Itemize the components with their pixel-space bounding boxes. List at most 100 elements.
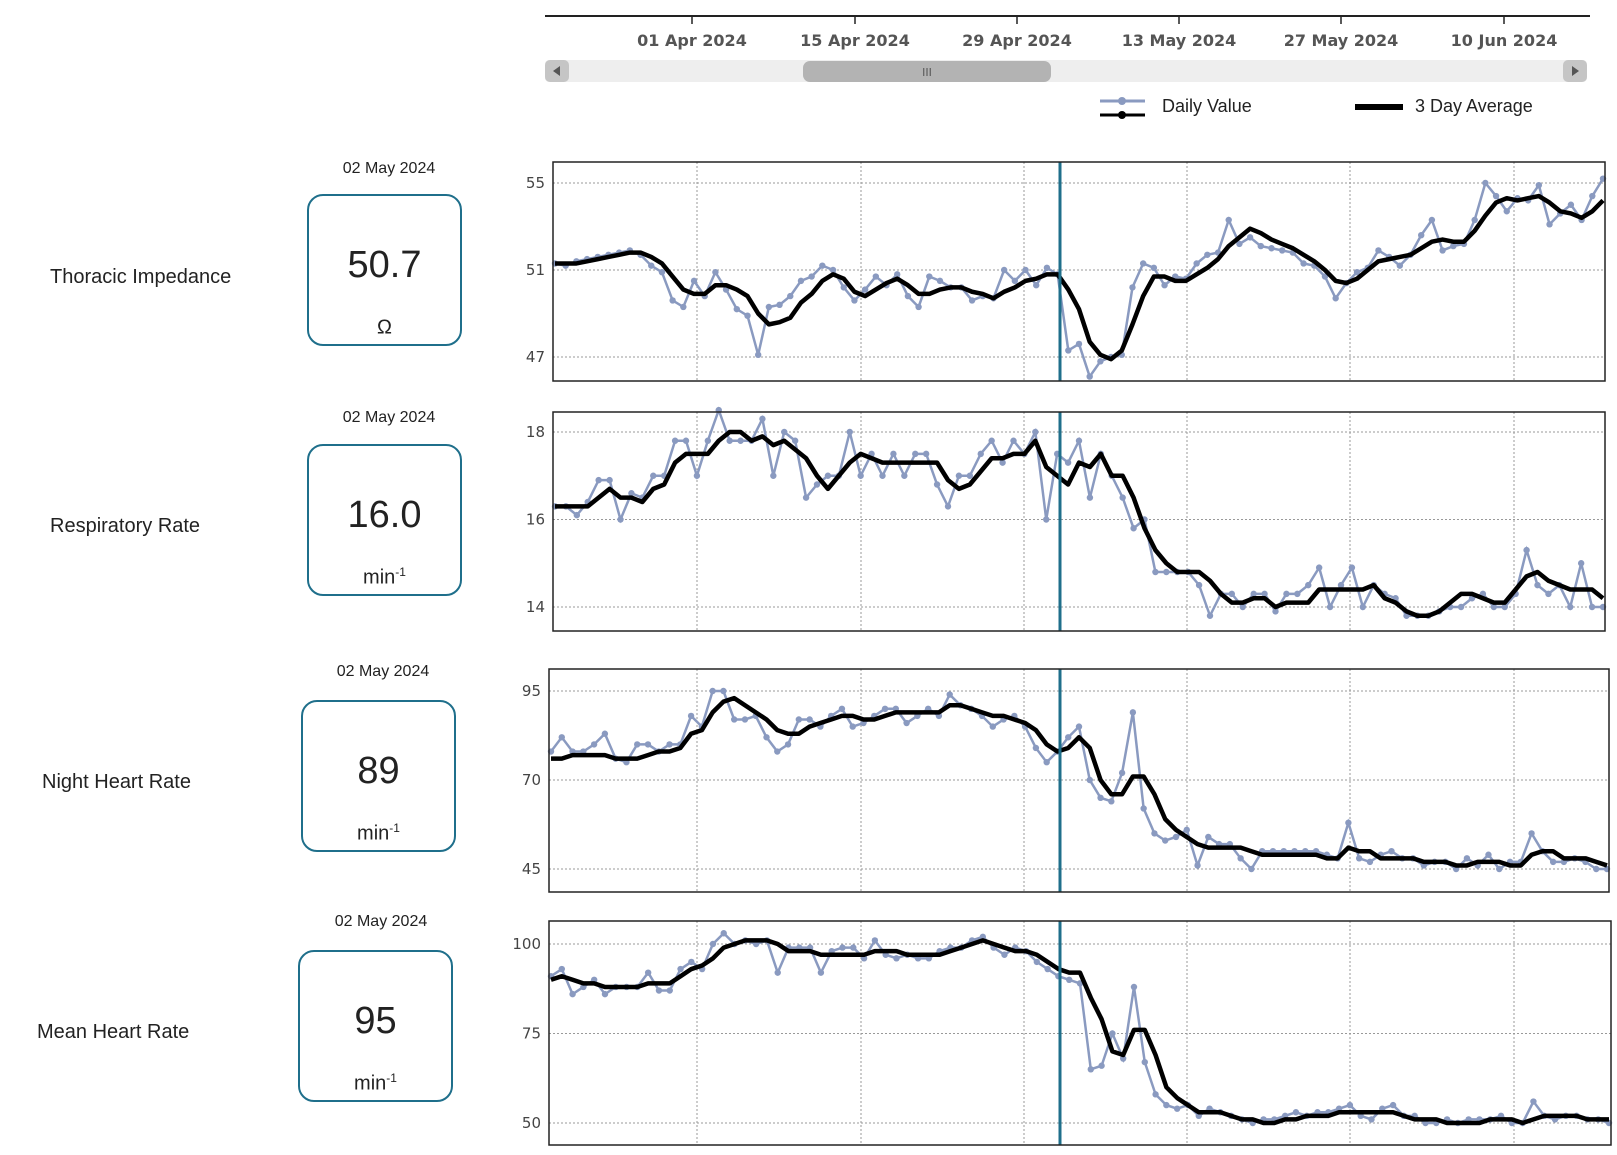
- daily-value-point: [1353, 268, 1361, 276]
- legend-daily-marker: [1118, 97, 1126, 105]
- metric-label: Respiratory Rate: [50, 515, 201, 537]
- daily-value-point: [558, 965, 565, 973]
- three-day-average-line: [550, 938, 1609, 1126]
- y-tick-label: 45: [522, 860, 541, 878]
- daily-value-point: [671, 437, 679, 444]
- daily-value-point: [690, 277, 698, 285]
- daily-value-point: [1043, 264, 1051, 272]
- legend-avg[interactable]: 3 Day Average: [1355, 96, 1533, 116]
- daily-value-point: [1098, 1062, 1105, 1069]
- scroll-thumb[interactable]: [803, 61, 1051, 82]
- daily-value-point: [693, 472, 701, 479]
- daily-value-point: [617, 516, 624, 523]
- daily-value-point: [1044, 965, 1051, 973]
- daily-value-point: [741, 716, 749, 723]
- daily-value-point: [894, 271, 901, 278]
- three-day-average-line: [551, 695, 1608, 868]
- metric-value-card: 16.0 min-1: [307, 444, 462, 596]
- chart-panel: 14 16 18: [526, 406, 1607, 632]
- metric-date: 02 May 2024: [334, 913, 428, 930]
- y-tick-label: 14: [526, 598, 545, 616]
- daily-value-point: [850, 944, 857, 951]
- daily-value-point: [1065, 347, 1072, 354]
- y-tick-label: 75: [522, 1025, 541, 1043]
- daily-value-point: [1152, 568, 1159, 576]
- daily-value-point: [1204, 251, 1211, 258]
- daily-value-point: [988, 437, 995, 444]
- daily-value-point: [1268, 245, 1275, 252]
- daily-value-point: [1129, 284, 1136, 291]
- daily-value-point: [979, 933, 987, 941]
- daily-value-point: [808, 273, 815, 280]
- daily-value-point: [704, 437, 712, 444]
- chart-panel: 45 70 95: [522, 668, 1611, 893]
- daily-value-point: [648, 262, 655, 269]
- daily-value-point: [879, 472, 886, 479]
- y-tick-label: 47: [526, 348, 545, 366]
- chart-frame: [552, 411, 1606, 632]
- daily-value-point: [1321, 273, 1329, 280]
- daily-value-point: [1450, 242, 1457, 250]
- daily-value-point: [813, 481, 821, 488]
- daily-value-point: [720, 687, 727, 695]
- daily-value-point: [903, 719, 910, 727]
- metric-label: Thoracic Impedance: [50, 266, 232, 288]
- daily-value-point: [989, 723, 996, 730]
- daily-value-point: [1359, 603, 1367, 611]
- daily-value-point: [669, 297, 676, 304]
- daily-value-point: [1523, 546, 1530, 554]
- metric-value-card: 89 min-1: [301, 700, 456, 852]
- legend-daily[interactable]: Daily Value: [1100, 96, 1252, 119]
- daily-value-point: [1097, 794, 1104, 801]
- daily-value-point: [977, 450, 984, 458]
- daily-value-point: [573, 511, 581, 519]
- daily-value-point: [1292, 1109, 1300, 1116]
- chart-panel: 47 51 55: [526, 161, 1607, 382]
- daily-value-point: [1194, 862, 1201, 869]
- daily-value-point: [1173, 1105, 1181, 1112]
- daily-value-point: [606, 476, 613, 484]
- daily-value-point: [1032, 428, 1039, 436]
- metric-label: Mean Heart Rate: [37, 1021, 190, 1043]
- daily-value-point: [1567, 201, 1575, 208]
- navigator-tick-label: 15 Apr 2024: [800, 31, 910, 50]
- daily-value-point: [1130, 983, 1138, 991]
- daily-value-point: [784, 741, 792, 748]
- y-tick-label: 70: [522, 771, 541, 789]
- daily-value-point: [1428, 216, 1436, 224]
- daily-value-point: [759, 415, 766, 423]
- y-tick-label: 51: [526, 261, 545, 279]
- date-navigator[interactable]: 01 Apr 2024 15 Apr 2024 29 Apr 2024 13 May …: [0, 0, 1617, 125]
- daily-value-point: [1418, 232, 1425, 239]
- y-tick-label: 95: [522, 682, 541, 700]
- daily-value-point: [1337, 581, 1345, 589]
- metric-value: 50.7: [347, 244, 422, 286]
- legend-daily-label: Daily Value: [1162, 96, 1252, 116]
- daily-value-point: [1010, 437, 1017, 444]
- daily-value-point: [915, 303, 922, 311]
- daily-value-point: [1032, 744, 1040, 752]
- daily-value-point: [1075, 340, 1083, 348]
- daily-value-point: [558, 734, 565, 741]
- daily-value-point: [1261, 590, 1268, 598]
- daily-value-point: [601, 990, 609, 998]
- chart-frame: [552, 161, 1606, 382]
- daily-value-point: [999, 459, 1006, 466]
- daily-value-point: [1108, 798, 1115, 805]
- daily-value-point: [1355, 855, 1363, 862]
- daily-value-point: [733, 305, 740, 313]
- daily-value-point: [1534, 581, 1541, 589]
- daily-value-point: [1141, 1058, 1148, 1066]
- daily-value-point: [1389, 1101, 1397, 1109]
- daily-value-point: [955, 472, 963, 479]
- daily-value-point: [1086, 494, 1094, 501]
- navigator-tick-label: 10 Jun 2024: [1451, 31, 1558, 50]
- daily-value-point: [838, 705, 846, 712]
- metric-unit-text: Ω: [377, 317, 392, 339]
- daily-value-point: [1345, 819, 1352, 826]
- daily-value-point: [1237, 855, 1244, 862]
- daily-value-point: [595, 476, 602, 484]
- daily-value-point: [601, 730, 609, 737]
- daily-value-point: [680, 303, 687, 311]
